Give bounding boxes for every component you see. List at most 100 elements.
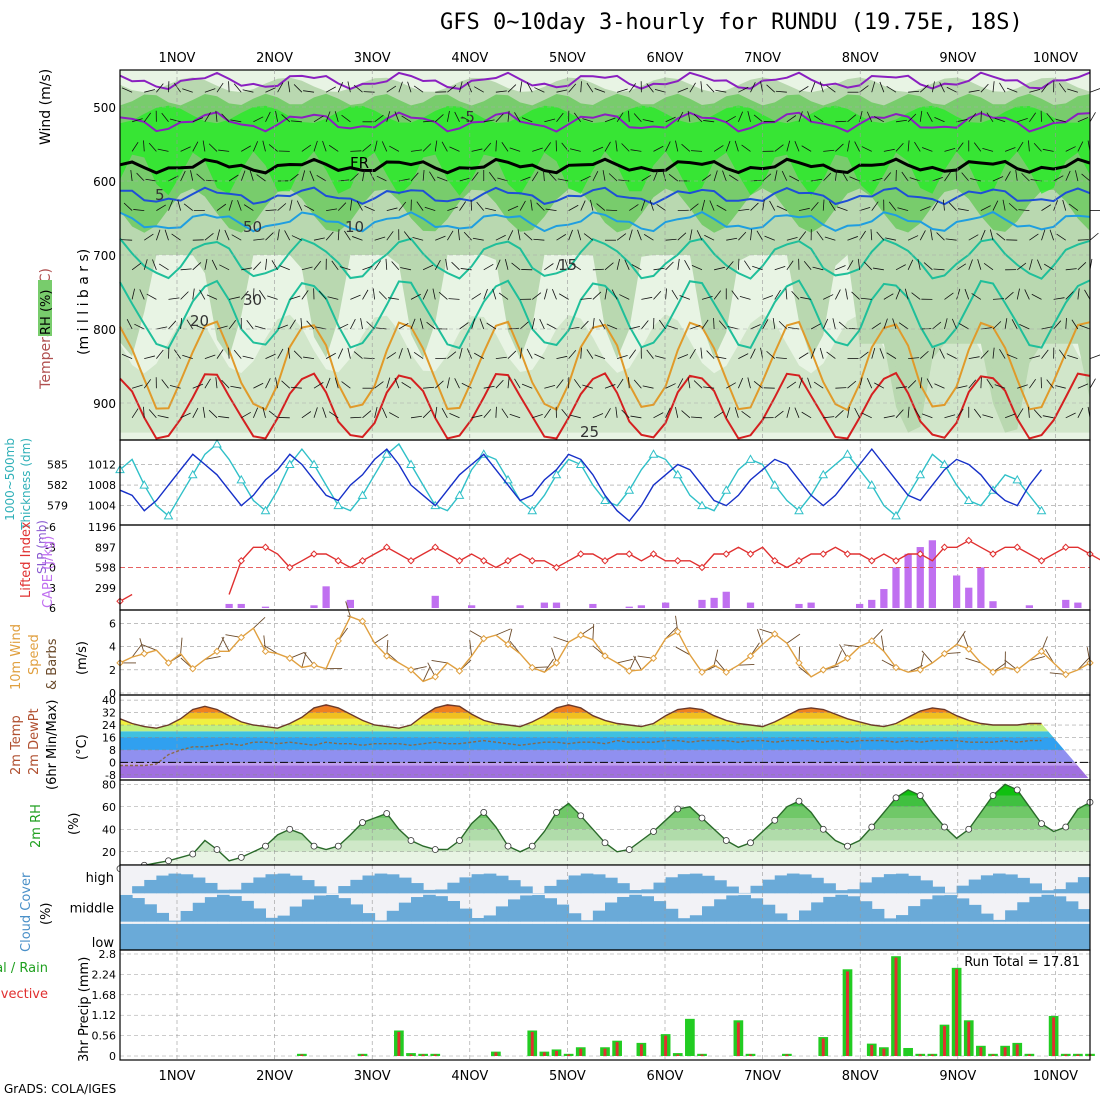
cloud-bar <box>592 923 606 950</box>
wind-barb <box>350 150 362 152</box>
wind-barb <box>608 173 618 182</box>
wind-barb <box>992 298 1005 300</box>
axis-label-precip: Total / Rain <box>0 961 48 976</box>
wind-barb <box>230 119 242 123</box>
cloud-bar <box>229 889 242 894</box>
data-point <box>284 459 295 469</box>
wind-barb <box>144 355 156 359</box>
axis-label-wind10: 10m Wind <box>9 624 24 690</box>
wind-barb <box>246 319 254 330</box>
wind-barb <box>738 111 744 122</box>
wind-barb <box>662 170 667 182</box>
wind-barb <box>944 414 956 419</box>
cloud-bar <box>774 875 788 894</box>
wind-barb <box>594 88 606 93</box>
wind-barb <box>786 633 801 644</box>
wind-barb <box>407 81 412 93</box>
wind-barb <box>374 260 381 271</box>
wind-barb <box>901 171 909 182</box>
data-point <box>310 661 318 669</box>
wind-barb <box>1053 320 1062 330</box>
data-point <box>795 557 803 565</box>
wind-barb <box>753 380 763 389</box>
wind-barb <box>908 357 920 359</box>
cloud-bar <box>338 923 351 950</box>
wind-barb <box>580 175 591 182</box>
wind-barb <box>689 348 696 359</box>
precip-convective-bar <box>615 1042 619 1056</box>
wind-barb <box>422 264 434 271</box>
wind-barb <box>775 90 787 93</box>
wind-barb <box>386 111 391 122</box>
wind-barb <box>835 143 844 152</box>
data-point <box>286 825 294 833</box>
data-point <box>963 495 974 504</box>
data-point <box>1062 823 1070 831</box>
wind-barb <box>786 115 797 123</box>
axis-label-wind10: (m/s) <box>75 641 90 675</box>
cloud-bar <box>544 898 557 922</box>
wind-barb <box>303 90 315 93</box>
cloud-bar <box>689 873 703 894</box>
cloud-bar <box>568 913 582 922</box>
data-point <box>358 617 367 625</box>
credit-label: GrADS: COLA/IGES <box>4 1082 117 1096</box>
wind-barb <box>144 89 156 93</box>
cloud-bar <box>908 906 921 922</box>
cloud-bar <box>580 873 594 894</box>
wind-barb <box>186 319 194 330</box>
precip-convective-bar <box>894 957 898 1056</box>
wind-barb <box>568 229 573 241</box>
temp-contour-25 <box>119 320 1091 412</box>
wind-barb <box>951 318 957 330</box>
cloud-row-label: middle <box>70 902 114 917</box>
wind-barb <box>677 87 689 93</box>
wind-barb <box>810 323 821 330</box>
wind-barb <box>204 232 214 241</box>
wind-barb <box>221 636 230 652</box>
wind-barb <box>983 263 994 271</box>
wind-barb <box>265 378 271 389</box>
wind-barb <box>980 205 991 211</box>
wind-barb <box>1053 297 1065 300</box>
wind-barb <box>301 144 312 152</box>
wind-barb <box>169 384 181 389</box>
wind-barb <box>161 112 169 123</box>
precip-convective-bar <box>1003 1047 1007 1056</box>
lifted-tick-label: 3 <box>49 582 56 595</box>
wind-barb <box>599 319 606 330</box>
cloud-bar <box>314 886 327 894</box>
wind-barb <box>642 385 654 389</box>
wind-barb <box>580 297 592 300</box>
wind-barb <box>240 290 249 300</box>
wind-barb <box>146 293 157 300</box>
wind-barb <box>633 655 642 671</box>
wind-barb <box>289 199 293 211</box>
wind-barb <box>713 411 724 419</box>
wind-barb <box>617 355 628 359</box>
data-point <box>139 480 150 489</box>
wind-barb <box>1077 407 1084 418</box>
wind-barb <box>586 349 594 359</box>
wind-barb <box>401 115 412 123</box>
temp-color-bands <box>120 704 1090 778</box>
cloud-bar <box>386 923 400 950</box>
series-lifted-index <box>116 536 1100 605</box>
wind-barb <box>616 378 624 389</box>
wind-barb <box>131 644 143 658</box>
wind-barb <box>1029 355 1041 359</box>
precip-tick-label: 1.12 <box>92 1009 117 1022</box>
wind-barb <box>495 379 504 389</box>
wind-barb <box>325 86 336 93</box>
wind-barb <box>544 384 556 389</box>
wind-barb <box>621 143 630 152</box>
wind-barb <box>345 601 351 617</box>
wind-barb <box>1089 354 1100 359</box>
cloud-bar <box>277 873 291 894</box>
date-label-bottom: 7NOV <box>744 1069 781 1084</box>
date-label-bottom: 9NOV <box>939 1069 976 1084</box>
wind-barb <box>208 143 218 152</box>
cloud-bar <box>1065 923 1079 950</box>
cloud-bar <box>871 877 885 894</box>
wind-barb <box>403 231 412 241</box>
